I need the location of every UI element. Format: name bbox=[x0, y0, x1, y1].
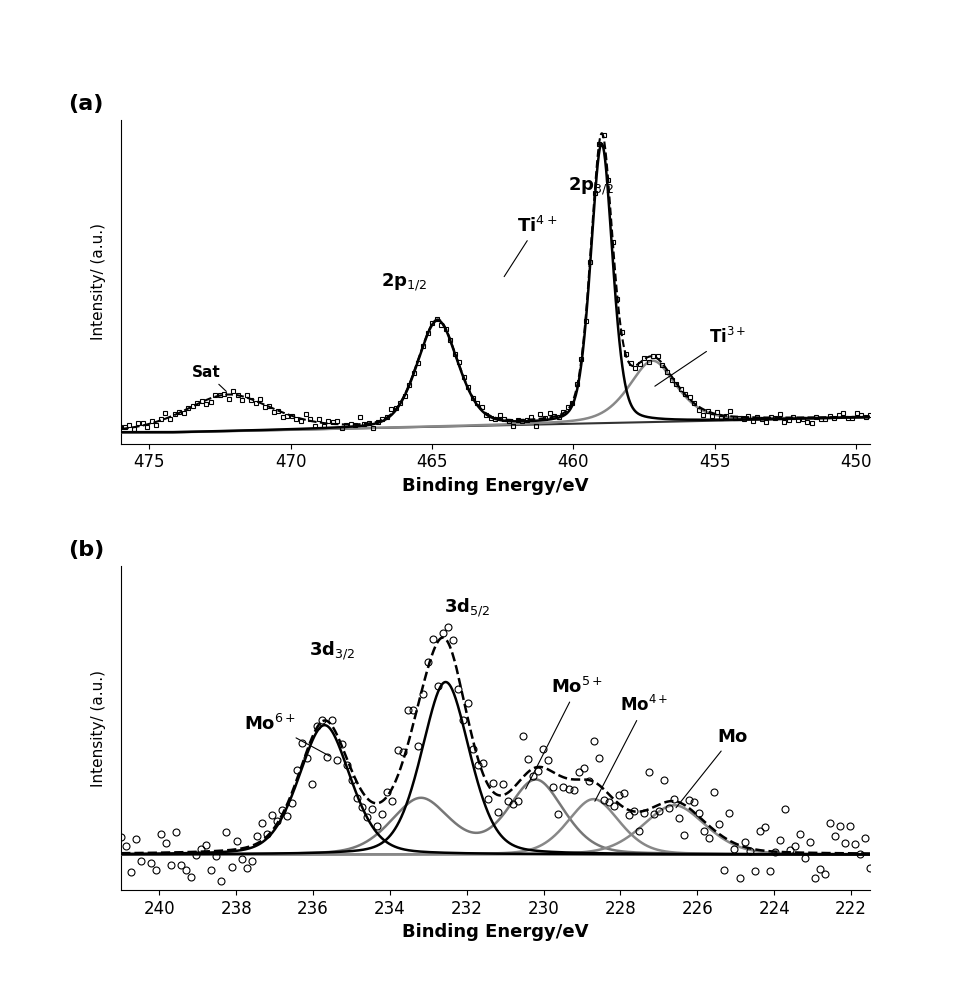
Text: $\mathbf{Mo}^{4+}$: $\mathbf{Mo}^{4+}$ bbox=[595, 695, 669, 801]
Y-axis label: Intensity/ (a.u.): Intensity/ (a.u.) bbox=[91, 670, 105, 787]
Text: $\mathbf{Ti}^{4+}$: $\mathbf{Ti}^{4+}$ bbox=[504, 215, 557, 277]
Text: (b): (b) bbox=[69, 540, 104, 560]
Text: $\mathbf{2p}_{1/2}$: $\mathbf{2p}_{1/2}$ bbox=[381, 271, 426, 293]
X-axis label: Binding Energy/eV: Binding Energy/eV bbox=[402, 923, 589, 941]
Text: $\mathbf{3d}_{5/2}$: $\mathbf{3d}_{5/2}$ bbox=[444, 596, 490, 619]
X-axis label: Binding Energy/eV: Binding Energy/eV bbox=[402, 477, 589, 495]
Text: $\mathbf{Mo}^{5+}$: $\mathbf{Mo}^{5+}$ bbox=[526, 677, 603, 789]
Y-axis label: Intensity/ (a.u.): Intensity/ (a.u.) bbox=[91, 223, 105, 340]
Text: $\mathbf{Mo}$: $\mathbf{Mo}$ bbox=[676, 728, 748, 808]
Text: $\mathbf{2p}_{3/2}$: $\mathbf{2p}_{3/2}$ bbox=[568, 176, 614, 197]
Text: Sat: Sat bbox=[191, 365, 226, 391]
Text: $\mathbf{Ti}^{3+}$: $\mathbf{Ti}^{3+}$ bbox=[655, 327, 747, 386]
Text: $\mathbf{3d}_{3/2}$: $\mathbf{3d}_{3/2}$ bbox=[309, 639, 355, 662]
Text: $\mathbf{Mo}^{6+}$: $\mathbf{Mo}^{6+}$ bbox=[244, 714, 330, 756]
Text: (a): (a) bbox=[69, 94, 103, 114]
